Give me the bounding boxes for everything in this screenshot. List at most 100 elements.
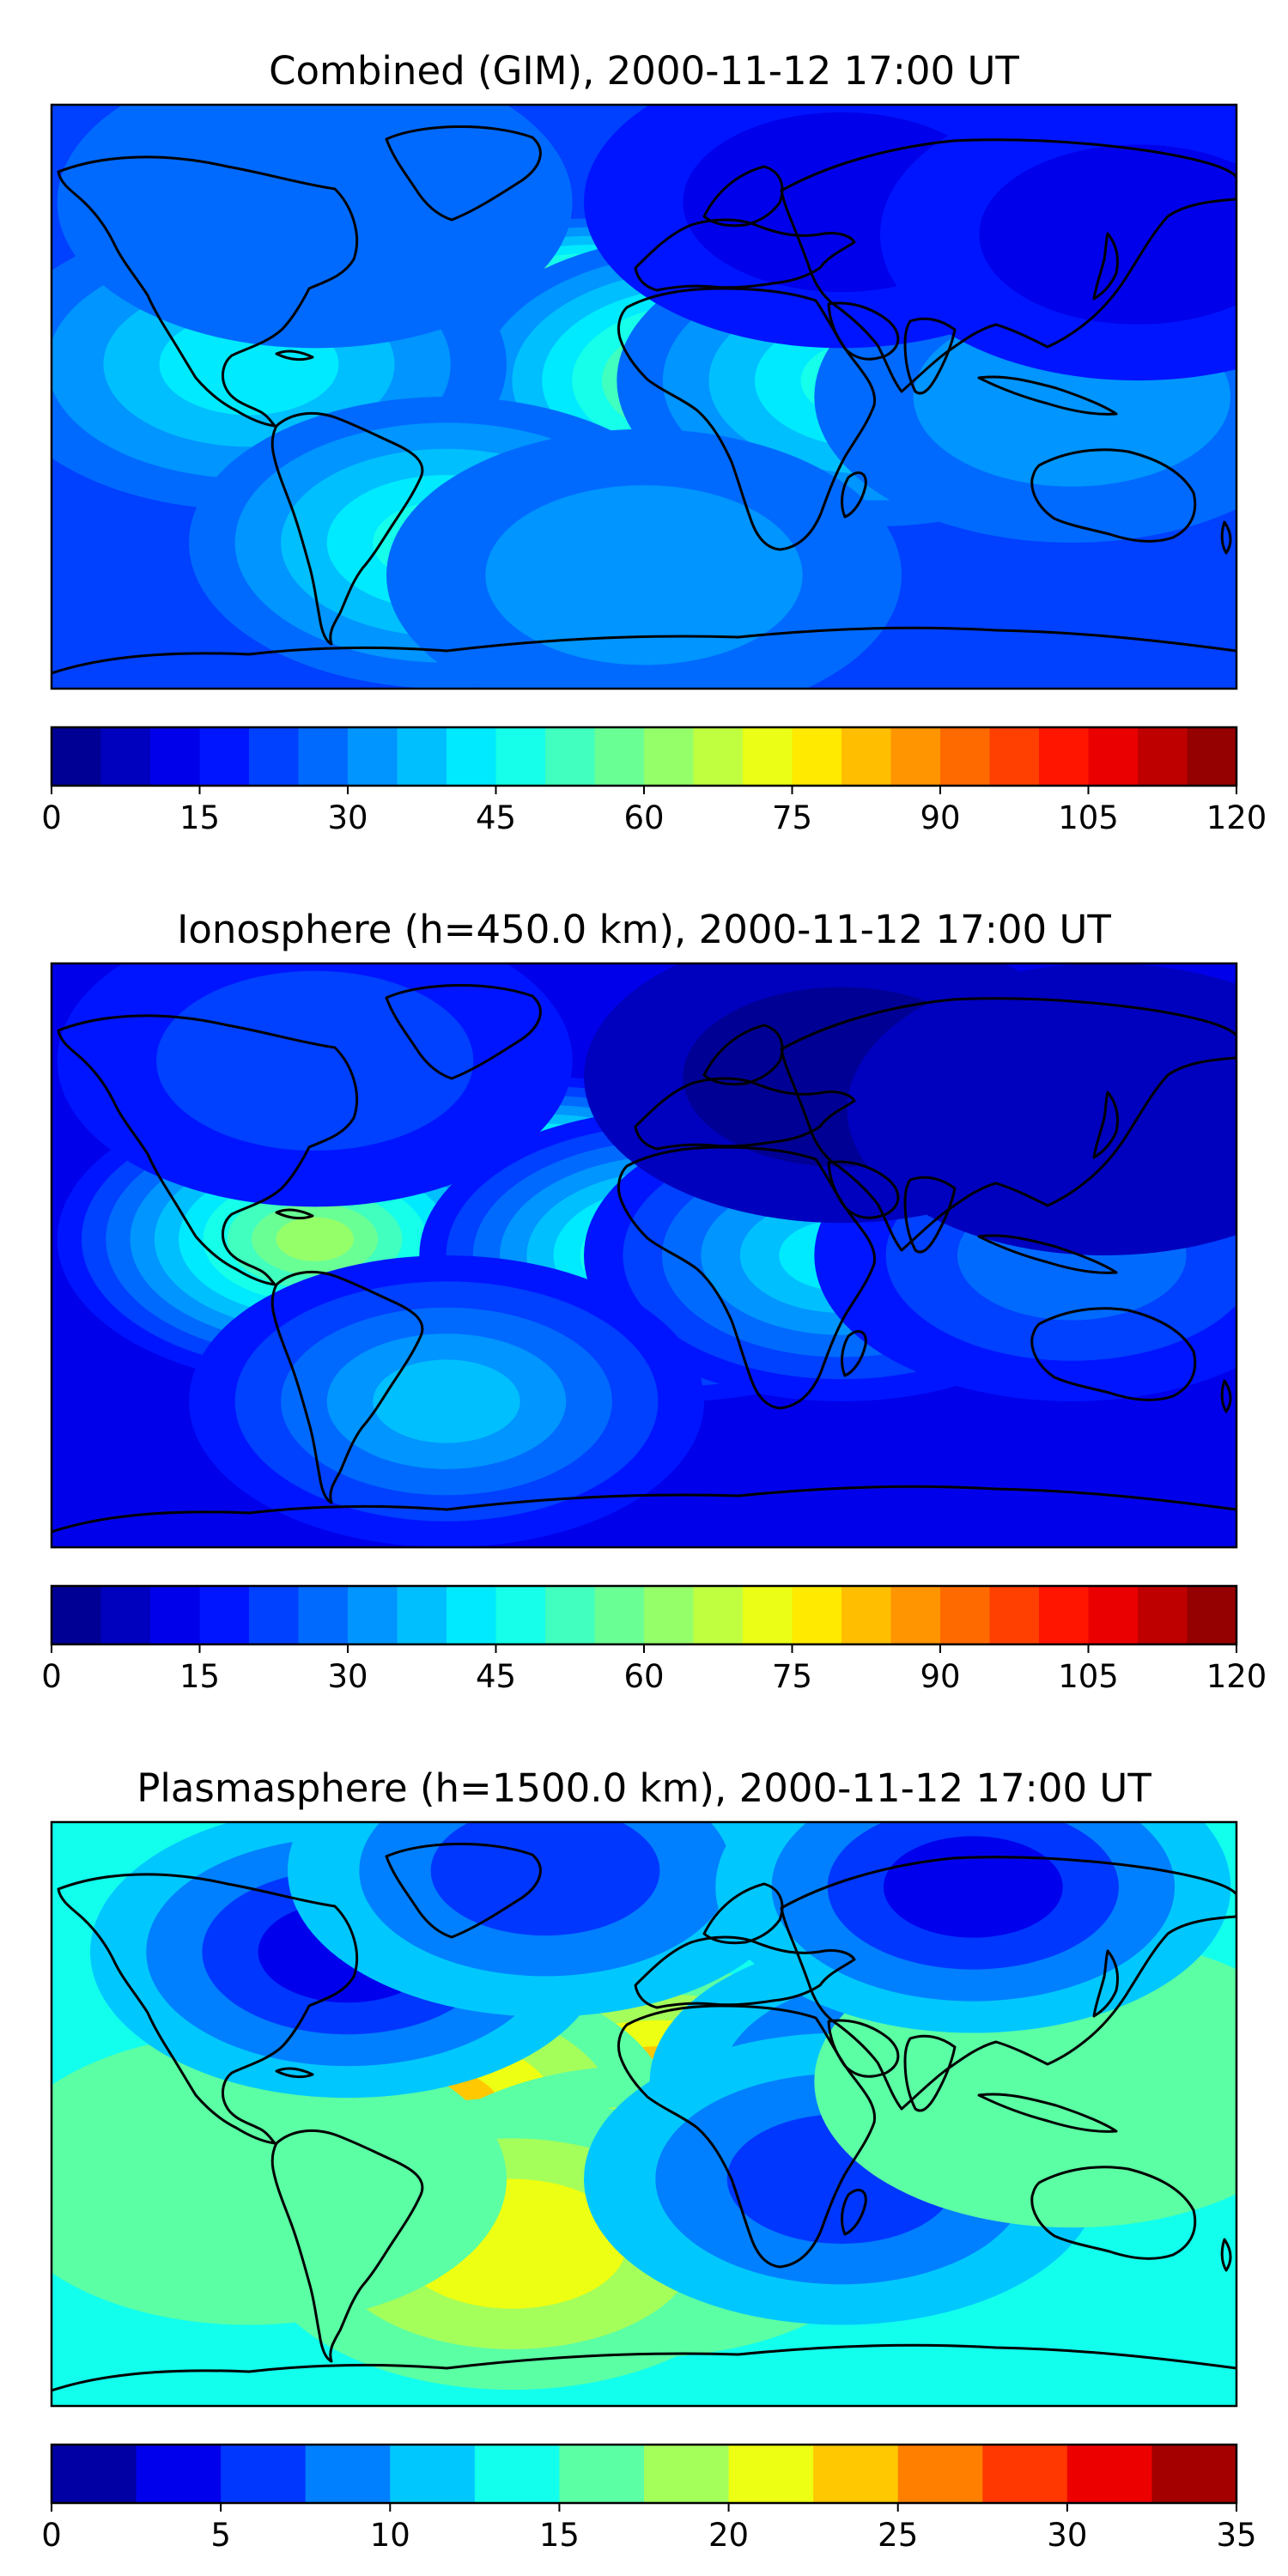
colorbar-tick-label: 90 (920, 1658, 960, 1695)
colorbar-segment (792, 1586, 842, 1644)
colorbar-segment (1039, 1586, 1090, 1644)
colorbar-segment (397, 1586, 447, 1644)
colorbar-segment (644, 2445, 730, 2503)
colorbar-tick-label: 10 (370, 2517, 410, 2554)
colorbar-tick-label: 15 (539, 2517, 580, 2554)
colorbar-tick-label: 90 (920, 799, 960, 836)
colorbar-segment (199, 1586, 250, 1644)
colorbar-tick-label: 75 (772, 1658, 812, 1695)
colorbar-segment (897, 2445, 983, 2503)
colorbar-segment (813, 2445, 899, 2503)
colorbar-segment (743, 1586, 793, 1644)
colorbar-segment (495, 1586, 546, 1644)
colorbar-segment (298, 727, 349, 786)
colorbar-segment (1088, 727, 1139, 786)
feature-10 (386, 428, 902, 689)
colorbar-tick-label: 15 (179, 799, 220, 836)
contour-field (52, 1822, 1236, 2406)
feature-4 (52, 2032, 507, 2325)
colorbar-segment (594, 1586, 645, 1644)
colorbar-segment (305, 2445, 391, 2503)
colorbar-tick-label: 105 (1058, 1658, 1119, 1695)
colorbar-segment (150, 1586, 201, 1644)
contour-field (52, 105, 1236, 689)
colorbar-segment (447, 1586, 497, 1644)
contour-band (276, 1217, 354, 1261)
colorbar-segment (1066, 2445, 1153, 2503)
feature-8 (57, 963, 573, 1207)
colorbar-tick-label: 45 (476, 799, 516, 836)
colorbar-segment (1187, 727, 1237, 786)
contour-band (485, 485, 803, 665)
colorbar-segment (1151, 2445, 1237, 2503)
colorbar-segment (743, 727, 793, 786)
colorbar-segment (348, 727, 398, 786)
colorbar-tick-label: 0 (41, 2517, 62, 2554)
map-area (50, 103, 1238, 690)
colorbar-tick-label: 60 (623, 799, 664, 836)
colorbar: 0 5 10 15 20 25 30 35 (41, 2443, 1257, 2554)
contour-band (979, 144, 1236, 325)
colorbar-segment (249, 1586, 300, 1644)
colorbar-segment (644, 727, 695, 786)
colorbar-segment (150, 727, 201, 786)
colorbar-segment (982, 2445, 1068, 2503)
colorbar-segment (1138, 1586, 1188, 1644)
colorbar-tick-label: 30 (327, 799, 368, 836)
map-frame (50, 962, 1238, 1549)
colorbar-segment (1187, 1586, 1237, 1644)
colorbar-segment (890, 727, 941, 786)
map-frame (50, 1820, 1238, 2408)
panel-1: Combined (GIM), 2000-11-12 17:00 UT 0 15 30… (41, 48, 1267, 836)
colorbar-tick-label: 120 (1206, 799, 1267, 836)
map-area (50, 962, 1238, 1549)
panel-2: Ionosphere (h=450.0 km), 2000-11-12 17:0… (41, 907, 1267, 1695)
colorbar-frame (50, 2443, 1238, 2505)
map-frame (50, 103, 1238, 690)
colorbar-segment (989, 727, 1040, 786)
colorbar-segment (221, 2445, 307, 2503)
colorbar-segment (890, 1586, 941, 1644)
colorbar-segment (545, 727, 596, 786)
colorbar-segment (348, 1586, 398, 1644)
colorbar-segment (52, 1586, 102, 1644)
colorbar-segment (390, 2445, 476, 2503)
colorbar-segment (447, 727, 497, 786)
colorbar-segment (559, 2445, 645, 2503)
colorbar-tick-label: 105 (1058, 799, 1119, 836)
colorbar-segment (100, 727, 151, 786)
contour-band (883, 1836, 1063, 1938)
colorbar-segment (940, 1586, 991, 1644)
contour-band (430, 1822, 660, 1936)
colorbar-tick-label: 5 (210, 2517, 231, 2554)
colorbar-segment (1138, 727, 1188, 786)
colorbar-segment (841, 727, 892, 786)
colorbar-segment (474, 2445, 561, 2503)
colorbar-tick-label: 120 (1206, 1658, 1267, 1695)
colorbar-segment (1088, 1586, 1139, 1644)
colorbar-segment (792, 727, 842, 786)
colorbar-segment (693, 1586, 744, 1644)
colorbar-tick-label: 60 (623, 1658, 664, 1695)
map-area (50, 1820, 1238, 2408)
colorbar-segment (495, 727, 546, 786)
contour-band (57, 105, 573, 349)
panel-title: Plasmasphere (h=1500.0 km), 2000-11-12 1… (137, 1765, 1151, 1811)
feature-11 (57, 105, 573, 349)
colorbar: 0 15 30 45 60 75 90 105 120 (41, 726, 1267, 836)
feature-7 (189, 1255, 704, 1547)
colorbar-segment (594, 727, 645, 786)
colorbar-segment (841, 1586, 892, 1644)
colorbar-segment (52, 2445, 137, 2503)
colorbar-tick-label: 35 (1216, 2517, 1256, 2554)
colorbar-tick-label: 75 (772, 799, 812, 836)
colorbar: 0 15 30 45 60 75 90 105 120 (41, 1584, 1267, 1695)
colorbar-segment (298, 1586, 349, 1644)
colorbar-segment (940, 727, 991, 786)
colorbar-segment (397, 727, 447, 786)
colorbar-segment (1039, 727, 1090, 786)
panel-title: Ionosphere (h=450.0 km), 2000-11-12 17:0… (177, 907, 1111, 952)
colorbar-tick-label: 30 (1047, 2517, 1087, 2554)
colorbar-segment (52, 727, 102, 786)
